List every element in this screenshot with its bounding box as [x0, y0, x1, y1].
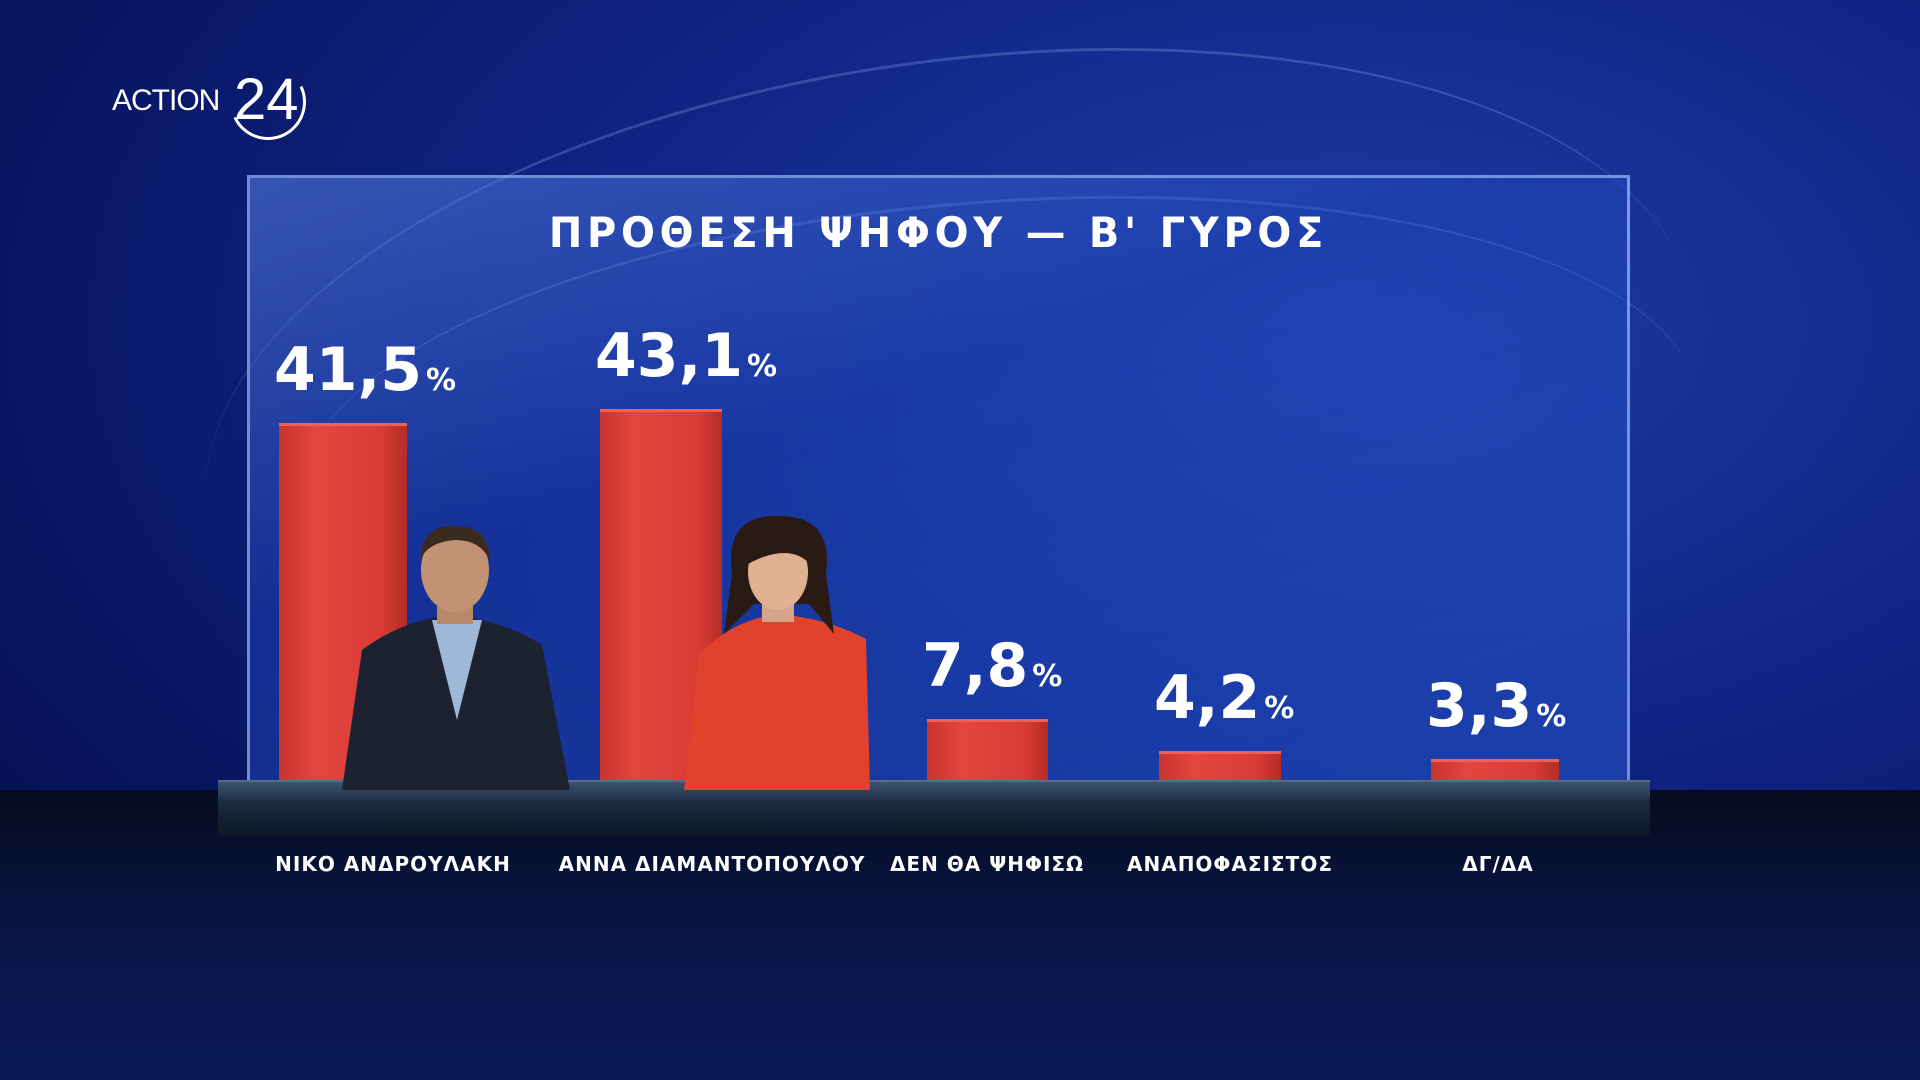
category-label: ΔΕΝ ΘΑ ΨΗΦΙΣΩ [889, 852, 1085, 876]
unit-text: % [426, 362, 457, 398]
action24-logo: ACTION 24 [112, 53, 317, 151]
category-label: ΔΓ/ΔΑ [1462, 852, 1534, 876]
floor [0, 790, 1920, 1080]
chart-title: ΠΡΟΘΕΣΗ ΨΗΦΟΥ — Β' ΓΥΡΟΣ [548, 208, 1329, 257]
value-text: 4,2 [1154, 663, 1261, 734]
data-label: 4,2% [1154, 663, 1294, 733]
value-text: 3,3 [1426, 670, 1533, 741]
data-label: 41,5% [274, 335, 456, 405]
candidate-photo-androulakis [342, 525, 570, 790]
bar [927, 719, 1048, 788]
value-text: 43,1 [595, 320, 744, 391]
value-text: 41,5 [274, 334, 423, 405]
unit-text: % [1032, 659, 1063, 695]
data-label: 3,3% [1426, 671, 1566, 741]
category-label: ΑΝΝΑ ΔΙΑΜΑΝΤΟΠΟΥΛΟΥ [558, 852, 866, 876]
unit-text: % [1264, 691, 1295, 727]
data-label: 7,8% [922, 631, 1062, 701]
category-label: ΝΙΚΟ ΑΝΔΡΟΥΛΑΚΗ [275, 852, 511, 876]
unit-text: % [1536, 698, 1567, 734]
candidate-photo-diamantopoulou [684, 515, 870, 790]
data-label: 43,1% [595, 321, 777, 391]
value-text: 7,8 [922, 631, 1029, 702]
category-label: ΑΝΑΠΟΦΑΣΙΣΤΟΣ [1127, 852, 1333, 876]
unit-text: % [747, 348, 778, 384]
